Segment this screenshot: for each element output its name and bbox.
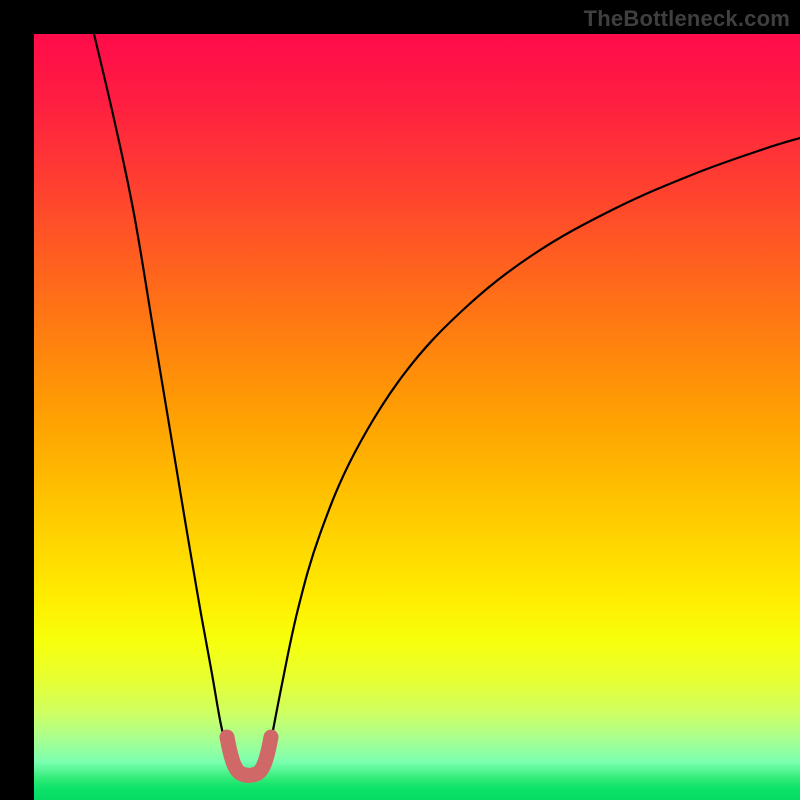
trough-highlight (227, 737, 271, 776)
watermark-text: TheBottleneck.com (584, 6, 790, 32)
curve-layer (34, 34, 800, 800)
plot-area (34, 34, 800, 800)
chart-frame: TheBottleneck.com (0, 0, 800, 800)
bottleneck-curve (94, 34, 800, 776)
